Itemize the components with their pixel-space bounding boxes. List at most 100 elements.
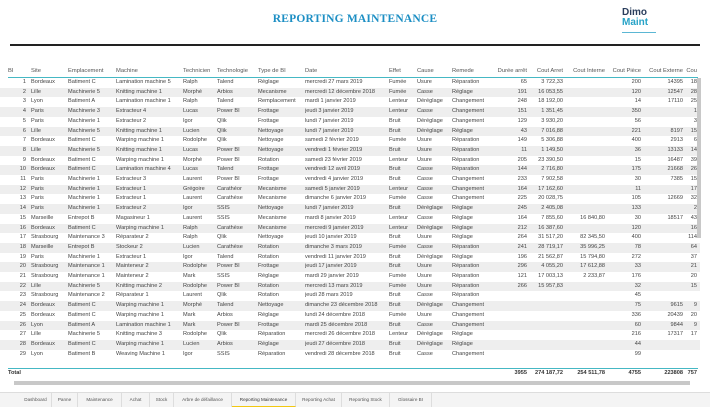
- table-cell: Arbios: [217, 88, 233, 95]
- table-cell: 216: [631, 331, 641, 338]
- tab-panne[interactable]: Panne: [52, 393, 78, 407]
- table-cell: 99: [634, 350, 641, 357]
- table-row[interactable]: 20 Strasbourg Maintenance 1 Mainteneur 2 Rod…: [0, 262, 700, 272]
- table-cell: Paris: [31, 253, 44, 260]
- tab-achat[interactable]: Achat: [122, 393, 150, 407]
- tab-reporting-stock[interactable]: Reporting Stock: [342, 393, 390, 407]
- table-cell: Déréglage: [417, 117, 443, 124]
- tab-reporting-achat[interactable]: Reporting Achat: [296, 393, 342, 407]
- table-cell: 105: [631, 195, 641, 202]
- column-header[interactable]: Date: [305, 68, 318, 74]
- table-row[interactable]: 5 Paris Machinerie 1 Extracteur 2 Igor Qlik Fr…: [0, 117, 700, 127]
- tab-maintenance[interactable]: Maintenance: [78, 393, 122, 407]
- table-row[interactable]: 14 Paris Machinerie 1 Extracteur 2 Igor SSIS N…: [0, 204, 700, 214]
- table-cell: Carathèse: [217, 224, 243, 231]
- table-cell: 12669: [667, 195, 683, 202]
- table-cell: Lenteur: [389, 108, 408, 115]
- table-row[interactable]: 22 Lille Machinerie 5 Knitting machine 2 Rod…: [0, 281, 700, 292]
- table-cell: Knitting machine 3: [116, 331, 163, 338]
- table-row[interactable]: 27 Lille Machinerie 5 Knitting machine 3 Rod…: [0, 330, 700, 340]
- table-row[interactable]: 19 Paris Machinerie 1 Extracteur 1 Igor Talen…: [0, 253, 700, 263]
- column-header[interactable]: Durée arrêt: [497, 68, 527, 74]
- table-row[interactable]: 8 Lille Machinerie 5 Knitting machine 1 Luca…: [0, 145, 700, 156]
- table-row[interactable]: 1 Bordeaux Batiment C Lamination machine 5 R…: [0, 78, 700, 88]
- table-row[interactable]: 4 Paris Machinerie 3 Extracteur 4 Lucas Power…: [0, 107, 700, 117]
- table-row[interactable]: 24 Bordeaux Batiment C Warping machine 1 Mor…: [0, 301, 700, 311]
- table-cell: mardi 29 janvier 2019: [305, 273, 359, 279]
- table-cell: Casse: [417, 166, 433, 173]
- table-cell: Power BI: [217, 108, 240, 115]
- column-header[interactable]: Cout Arret: [536, 68, 563, 74]
- table-row[interactable]: 28 Bordeaux Batiment C Warping machine 1 Luc…: [0, 339, 700, 350]
- table-cell: Igor: [183, 117, 193, 124]
- column-header[interactable]: BI: [8, 68, 14, 74]
- column-header[interactable]: Site: [31, 68, 41, 74]
- table-cell: Déréglage: [417, 224, 443, 231]
- table-cell: 2913: [670, 137, 683, 144]
- table-cell: Machinerie 5: [68, 127, 101, 134]
- table-cell: Extracteur 4: [116, 108, 147, 115]
- table-row[interactable]: 26 Lyon Batiment A Lamination machine 1 Mark…: [0, 320, 700, 331]
- table-row[interactable]: 29 Lyon Batiment B Weaving Machine 1 Igor SSI…: [0, 350, 700, 360]
- table-row[interactable]: 7 Bordeaux Batiment C Warping machine 1 Rodo…: [0, 136, 700, 146]
- table-cell: 121: [517, 273, 527, 279]
- table-cell: Réglage: [452, 127, 473, 134]
- table-cell: 11: [20, 176, 26, 182]
- table-row[interactable]: 21 Strasbourg Maintenance 1 Mainteneur 2 Mar…: [0, 272, 700, 282]
- column-header[interactable]: Technologie: [217, 68, 248, 74]
- table-row[interactable]: 16 Bordeaux Batiment C Warping machine 1 Ral…: [0, 223, 700, 234]
- table-cell: 264: [517, 234, 527, 241]
- tab-reporting-maintenance[interactable]: Reporting Maintenance: [232, 393, 296, 407]
- column-header[interactable]: Effet: [389, 68, 401, 74]
- table-cell: Mecanisme: [258, 224, 287, 231]
- column-header[interactable]: Cou: [686, 68, 697, 74]
- table-row[interactable]: 3 Lyon Batiment A Lamination machine 1 Ralph…: [0, 97, 700, 107]
- column-header[interactable]: Machine: [116, 68, 138, 74]
- column-header[interactable]: Remede: [452, 68, 474, 74]
- table-cell: 17110: [667, 98, 683, 105]
- column-header[interactable]: Cout Externe: [649, 68, 683, 74]
- table-cell: vendredi 11 janvier 2019: [305, 253, 366, 260]
- table-row[interactable]: 2 Lille Machinerie 5 Knitting machine 1 Morp…: [0, 87, 700, 98]
- table-row[interactable]: 9 Bordeaux Batiment C Warping machine 1 Morp…: [0, 156, 700, 166]
- table-row[interactable]: 15 Marseille Entrepot B Magasineur 1 Laurent…: [0, 214, 700, 224]
- table-cell: 164: [517, 185, 527, 192]
- table-cell: 64: [690, 243, 697, 250]
- table-row[interactable]: 6 Lille Machinerie 5 Knitting machine 1 Luci…: [0, 126, 700, 137]
- tab-stock[interactable]: Stock: [150, 393, 174, 407]
- table-row[interactable]: 13 Paris Machinerie 1 Extracteur 1 Laurent Ca…: [0, 194, 700, 204]
- table-cell: Bruit: [389, 166, 401, 173]
- table-cell: Frottage: [258, 108, 279, 115]
- tab-arbre-de-d-faillance[interactable]: Arbre de défaillance: [174, 393, 232, 407]
- table-cell: Lenteur: [389, 185, 408, 192]
- table-row[interactable]: 17 Strasbourg Maintenance 3 Réparateur 2 Ral…: [0, 233, 700, 243]
- table-cell: 18: [19, 243, 26, 250]
- table-row[interactable]: 11 Paris Machinerie 1 Extracteur 3 Laurent Po…: [0, 175, 700, 185]
- horizontal-scrollbar[interactable]: [14, 381, 690, 385]
- column-header[interactable]: Cout Pièce: [612, 68, 641, 74]
- header-divider: [8, 77, 698, 79]
- table-row[interactable]: 12 Paris Machinerie 1 Extracteur 1 Grégoire C…: [0, 184, 700, 195]
- column-header[interactable]: Cause: [417, 68, 434, 74]
- table-cell: Casse: [417, 292, 433, 299]
- column-header[interactable]: Technicien: [183, 68, 211, 74]
- table-cell: 350: [631, 108, 641, 115]
- table-cell: 18517: [667, 214, 683, 221]
- table-row[interactable]: 25 Bordeaux Batiment C Warping machine 1 Mar…: [0, 311, 700, 321]
- table-row[interactable]: 18 Marseille Entrepot B Stockeur 2 Lucien Car…: [0, 242, 700, 253]
- table-cell: Marseille: [31, 214, 54, 221]
- table-cell: Morphé: [183, 302, 202, 309]
- table-cell: Power BI: [217, 282, 240, 289]
- table-row[interactable]: 10 Bordeaux Batiment C Lamination machine 4…: [0, 165, 700, 175]
- table-cell: Carathéor: [217, 185, 242, 192]
- table-cell: 20 028,75: [538, 195, 563, 202]
- column-header[interactable]: Cout Interne: [573, 68, 605, 74]
- column-header[interactable]: Emplacement: [68, 68, 104, 74]
- table-cell: Bruit: [389, 205, 401, 212]
- vertical-scrollbar[interactable]: [697, 78, 701, 238]
- table-row[interactable]: 23 Strasbourg Maintenance 2 Réparateur 1 Lau…: [0, 291, 700, 301]
- tab-glossaire-bi[interactable]: Glossaire BI: [390, 393, 432, 407]
- tab-dashboard[interactable]: Dashboard: [20, 393, 52, 407]
- table-cell: 241: [517, 243, 527, 250]
- column-header[interactable]: Type de BI: [258, 68, 286, 74]
